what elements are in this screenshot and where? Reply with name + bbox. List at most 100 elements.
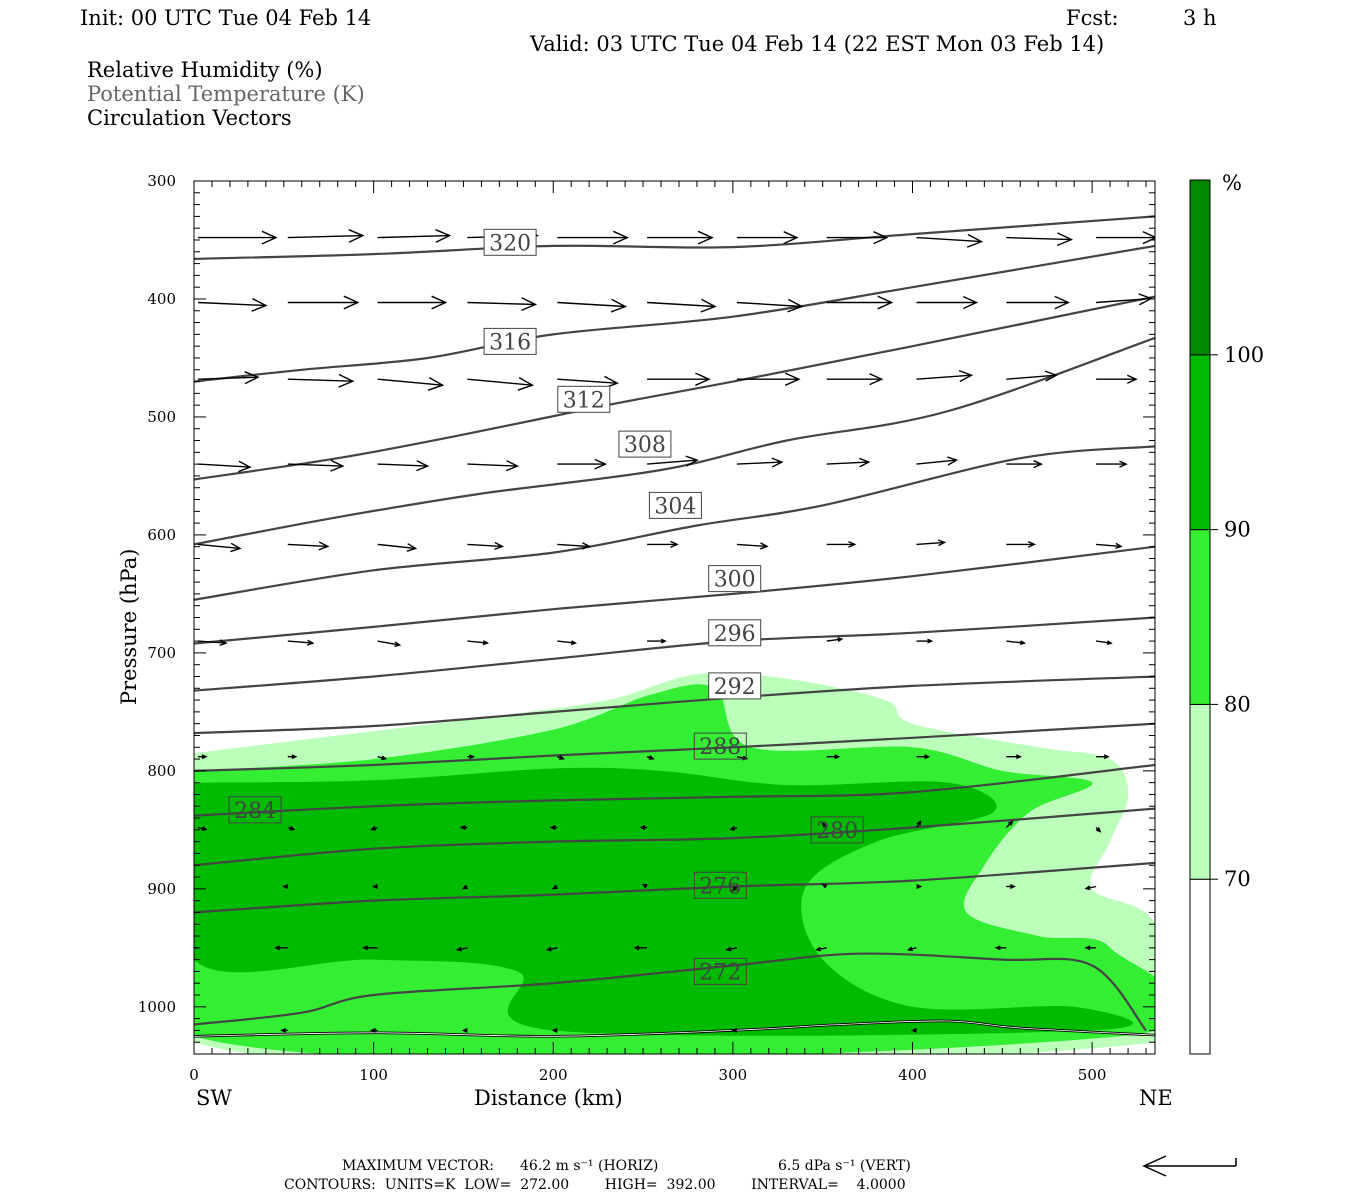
vector-shaft [736,543,767,548]
circulation-vector [557,755,565,760]
vector-head [877,295,894,310]
vector-head [873,231,889,245]
vector-head [306,639,315,646]
vector-head [219,639,228,647]
circulation-vector [647,638,667,644]
vector-head [343,295,360,310]
vector-head [371,884,378,889]
circulation-vector [736,372,801,386]
vector-head [427,376,445,391]
circulation-vector [377,640,402,648]
vector-shaft [467,463,518,467]
field-label-rh: Relative Humidity (%) [87,58,323,82]
vector-head [837,637,844,642]
vector-head [505,460,520,472]
vector-shaft [287,378,353,382]
vector-shaft [467,640,488,644]
vector-head [1016,754,1023,760]
vector-head [261,230,278,245]
circulation-vector [906,946,917,952]
circulation-vector [287,825,296,831]
vector-shaft [647,301,716,308]
colorbar: 70 80 90 100 [1189,179,1264,1055]
theta-label: 312 [557,385,611,413]
circulation-vector [639,825,648,830]
vector-head [201,826,208,831]
vector-head [660,638,667,644]
theta-label: 284 [228,796,282,824]
vector-head [289,825,296,831]
circulation-vector [736,542,769,550]
vector-head [613,230,630,245]
vector-head [558,755,565,760]
circulation-vector [826,231,889,245]
theta-contour [194,763,1155,817]
circulation-vector [545,946,558,952]
vector-shaft [1096,640,1112,644]
circulation-vector [377,543,418,552]
theta-label: 300 [708,565,762,593]
circulation-vector [197,371,260,385]
circulation-vector [915,820,922,828]
vector-head [1095,827,1102,833]
vector-head [521,297,538,312]
vector-shaft [377,640,400,646]
theta-label-box [228,796,282,824]
theta-label-text: 308 [624,433,666,458]
vector-shaft [287,234,363,239]
circulation-vector [371,884,378,889]
circulation-vector [361,945,378,951]
vector-head [641,883,648,889]
circulation-vector [557,542,592,550]
vector-head [1007,820,1014,826]
circulation-vector [287,639,315,646]
colorbar-unit: % [1222,171,1242,195]
circulation-vector [1006,754,1023,760]
circulation-vector [1006,460,1044,469]
circulation-vector [557,298,628,313]
valid-time: Valid: 03 UTC Tue 04 Feb 14 (22 EST Mon … [530,32,1105,56]
vector-head [1127,374,1138,384]
vector-head [455,946,462,952]
vector-shaft [197,301,267,307]
circulation-vector [826,457,871,468]
x-axis-label: Distance (km) [474,1086,623,1110]
init-time: Init: 00 UTC Tue 04 Feb 14 [80,6,372,30]
vector-head [594,458,608,470]
theta-label-box [648,491,702,519]
colorbar-swatch [1189,529,1211,705]
vector-head [821,822,828,828]
theta-label-text: 276 [699,874,741,899]
vector-head [731,886,738,892]
circulation-vector [197,460,252,473]
y-axis-label: Pressure (hPa) [117,549,141,705]
circulation-vector [197,826,208,831]
vector-head [783,231,799,245]
vector-head [482,640,490,646]
circulation-vector [467,460,520,472]
circulation-vector [916,295,979,310]
vector-head [958,369,974,383]
theta-label-text: 312 [563,388,605,413]
vector-head [963,295,979,310]
circulation-vector [994,945,1007,951]
circulation-vector [1096,231,1155,245]
vector-head [494,541,505,551]
vector-shaft [916,459,957,465]
circulation-vector [1084,885,1097,891]
x-tick-label: 0 [189,1066,199,1084]
y-tick-label: 500 [147,408,176,426]
circulation-vector [197,542,242,553]
max-vector-vert: 6.5 dPa s⁻¹ (VERT) [778,1158,911,1174]
vector-head [1033,460,1044,469]
circulation-vector [461,884,468,890]
circulation-vector [910,1027,917,1033]
theta-contour [194,295,1155,481]
vector-head [869,373,884,386]
vector-head [821,883,828,889]
vector-head [1019,640,1027,646]
circulation-vector [377,755,388,761]
theta-label-text: 296 [714,622,756,647]
vector-head [848,540,857,548]
